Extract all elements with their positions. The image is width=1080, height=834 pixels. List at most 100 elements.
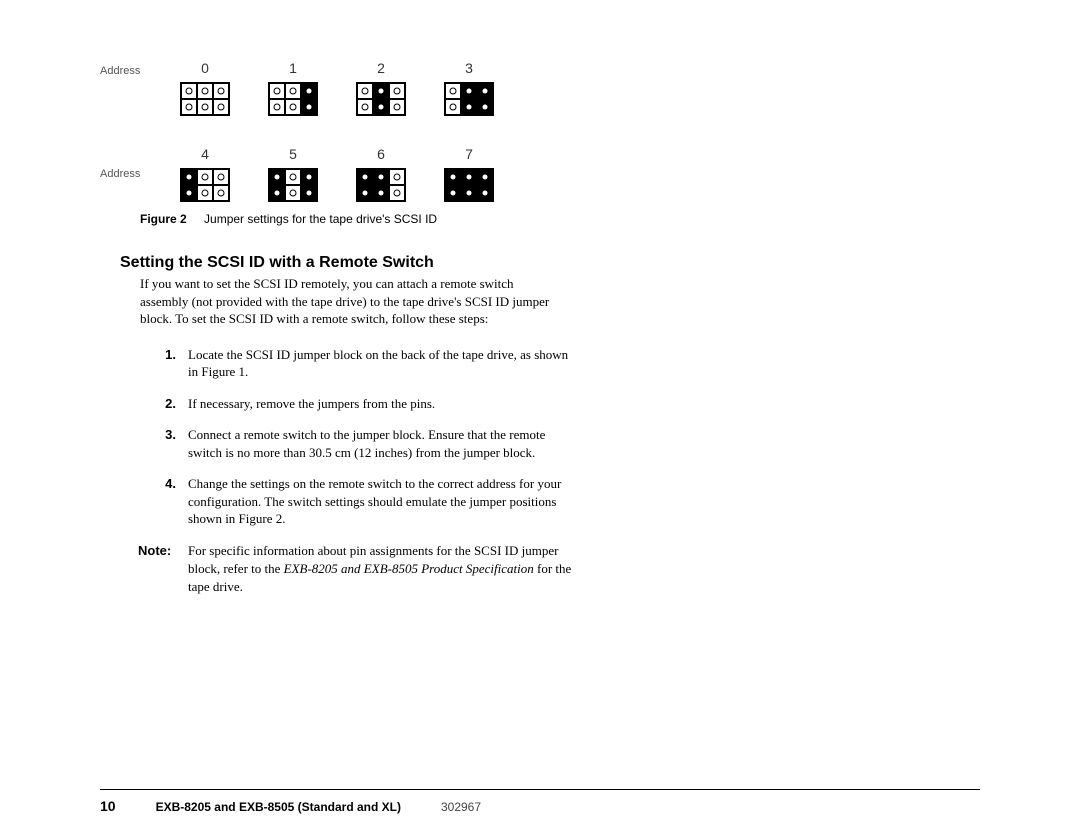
jumper-column: 2 xyxy=(356,60,406,116)
jumper-block xyxy=(268,82,318,116)
note-label: Note: xyxy=(138,542,178,597)
jumper-pin-open xyxy=(181,99,197,115)
step-item: 1. Locate the SCSI ID jumper block on the… xyxy=(150,346,570,381)
address-number: 6 xyxy=(377,146,385,162)
jumper-row-2: 4 5 6 7 xyxy=(180,146,980,202)
jumper-pin-open xyxy=(213,185,229,201)
step-number: 1. xyxy=(150,346,176,381)
steps-list: 1. Locate the SCSI ID jumper block on the… xyxy=(150,346,570,528)
jumper-pin-filled xyxy=(301,169,317,185)
jumper-pin-open xyxy=(389,169,405,185)
jumper-pin-open xyxy=(389,99,405,115)
jumper-column: 3 xyxy=(444,60,494,116)
jumper-column: 1 xyxy=(268,60,318,116)
step-text: Change the settings on the remote switch… xyxy=(188,475,570,528)
address-label-row2: Address xyxy=(100,168,140,180)
address-number: 1 xyxy=(289,60,297,76)
jumper-pin-filled xyxy=(461,99,477,115)
jumper-pin-open xyxy=(269,99,285,115)
jumper-pin-filled xyxy=(445,169,461,185)
jumper-pin-filled xyxy=(357,185,373,201)
jumper-column: 6 xyxy=(356,146,406,202)
jumper-pin-filled xyxy=(357,169,373,185)
figure-caption: Figure 2 Jumper settings for the tape dr… xyxy=(140,212,980,226)
jumper-pin-filled xyxy=(477,83,493,99)
jumper-pin-filled xyxy=(181,169,197,185)
jumper-column: 5 xyxy=(268,146,318,202)
step-item: 3. Connect a remote switch to the jumper … xyxy=(150,426,570,461)
address-number: 5 xyxy=(289,146,297,162)
jumper-pin-filled xyxy=(269,169,285,185)
jumper-block xyxy=(180,168,230,202)
jumper-pin-filled xyxy=(445,185,461,201)
address-number: 2 xyxy=(377,60,385,76)
jumper-pin-open xyxy=(197,169,213,185)
jumper-pin-filled xyxy=(301,185,317,201)
jumper-pin-filled xyxy=(301,83,317,99)
section-intro: If you want to set the SCSI ID remotely,… xyxy=(140,275,550,328)
step-item: 4.Change the settings on the remote swit… xyxy=(150,475,570,528)
step-number: 3. xyxy=(150,426,176,461)
jumper-pin-filled xyxy=(373,185,389,201)
address-number: 0 xyxy=(201,60,209,76)
note-text: For specific information about pin assig… xyxy=(188,542,578,597)
address-label-row1: Address xyxy=(100,65,140,77)
address-number: 3 xyxy=(465,60,473,76)
jumper-column: 4 xyxy=(180,146,230,202)
jumper-pin-open xyxy=(181,83,197,99)
step-text: If necessary, remove the jumpers from th… xyxy=(188,395,570,413)
jumper-pin-open xyxy=(197,185,213,201)
jumper-pin-open xyxy=(285,99,301,115)
jumper-pin-open xyxy=(389,83,405,99)
jumper-block xyxy=(180,82,230,116)
jumper-pin-filled xyxy=(477,185,493,201)
jumper-pin-open xyxy=(357,83,373,99)
footer-docnum: 302967 xyxy=(441,800,481,814)
jumper-diagram: Address 0123 Address 4567 xyxy=(140,60,980,202)
step-number: 2. xyxy=(150,395,176,413)
figure-caption-text: Jumper settings for the tape drive's SCS… xyxy=(204,212,437,226)
step-item: 2. If necessary, remove the jumpers from … xyxy=(150,395,570,413)
jumper-pin-filled xyxy=(301,99,317,115)
step-text: Connect a remote switch to the jumper bl… xyxy=(188,426,570,461)
step-number: 4. xyxy=(150,475,176,528)
jumper-pin-filled xyxy=(461,83,477,99)
jumper-block xyxy=(444,82,494,116)
jumper-block xyxy=(268,168,318,202)
jumper-pin-open xyxy=(269,83,285,99)
jumper-pin-open xyxy=(213,99,229,115)
jumper-pin-filled xyxy=(461,185,477,201)
jumper-block xyxy=(356,82,406,116)
jumper-pin-open xyxy=(389,185,405,201)
jumper-block xyxy=(444,168,494,202)
jumper-column: 7 xyxy=(444,146,494,202)
address-number: 4 xyxy=(201,146,209,162)
jumper-pin-filled xyxy=(269,185,285,201)
address-number: 7 xyxy=(465,146,473,162)
jumper-pin-filled xyxy=(373,83,389,99)
jumper-pin-open xyxy=(285,83,301,99)
jumper-block xyxy=(356,168,406,202)
section-heading: Setting the SCSI ID with a Remote Switch xyxy=(120,254,980,272)
page-footer: 10 EXB-8205 and EXB-8505 (Standard and X… xyxy=(100,789,980,814)
step-text: Locate the SCSI ID jumper block on the b… xyxy=(188,346,570,381)
note-block: Note: For specific information about pin… xyxy=(138,542,578,597)
jumper-pin-filled xyxy=(373,169,389,185)
note-italic: EXB-8205 and EXB-8505 Product Specificat… xyxy=(284,561,534,576)
jumper-pin-open xyxy=(285,185,301,201)
footer-title: EXB-8205 and EXB-8505 (Standard and XL) xyxy=(156,800,401,814)
jumper-pin-open xyxy=(285,169,301,185)
page-number: 10 xyxy=(100,798,116,814)
figure-label: Figure 2 xyxy=(140,212,187,226)
jumper-pin-open xyxy=(445,83,461,99)
jumper-pin-open xyxy=(197,99,213,115)
jumper-pin-filled xyxy=(477,99,493,115)
jumper-column: 0 xyxy=(180,60,230,116)
jumper-row-1: 0 1 2 3 xyxy=(180,60,980,116)
jumper-pin-open xyxy=(445,99,461,115)
jumper-pin-filled xyxy=(477,169,493,185)
jumper-pin-open xyxy=(197,83,213,99)
jumper-pin-open xyxy=(213,83,229,99)
jumper-pin-filled xyxy=(373,99,389,115)
jumper-pin-open xyxy=(357,99,373,115)
